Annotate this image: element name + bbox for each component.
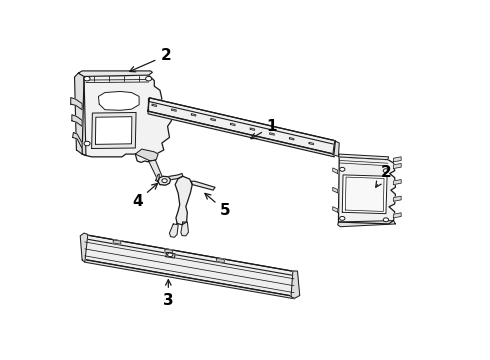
Text: 1: 1 — [251, 119, 277, 139]
Polygon shape — [345, 177, 384, 211]
Polygon shape — [290, 138, 294, 140]
Polygon shape — [84, 260, 294, 299]
Polygon shape — [84, 235, 297, 275]
Polygon shape — [96, 117, 132, 144]
Polygon shape — [338, 221, 395, 227]
Polygon shape — [152, 104, 157, 107]
Polygon shape — [333, 168, 338, 174]
Circle shape — [146, 76, 151, 81]
Polygon shape — [98, 91, 139, 110]
Polygon shape — [175, 176, 192, 225]
Polygon shape — [73, 132, 82, 149]
Polygon shape — [72, 115, 82, 126]
Polygon shape — [393, 180, 401, 185]
Circle shape — [340, 216, 345, 220]
Text: 4: 4 — [132, 184, 158, 209]
Polygon shape — [342, 175, 387, 214]
Polygon shape — [172, 109, 176, 111]
Polygon shape — [333, 187, 338, 193]
Polygon shape — [148, 111, 334, 157]
Polygon shape — [80, 233, 88, 262]
Polygon shape — [393, 163, 401, 168]
Polygon shape — [148, 98, 336, 154]
Polygon shape — [135, 149, 158, 161]
Circle shape — [340, 167, 345, 171]
Polygon shape — [148, 98, 336, 144]
Polygon shape — [92, 112, 136, 149]
Polygon shape — [191, 114, 196, 116]
Polygon shape — [84, 235, 297, 296]
Polygon shape — [339, 157, 395, 224]
Polygon shape — [155, 174, 183, 182]
Polygon shape — [250, 128, 255, 130]
Polygon shape — [170, 224, 178, 237]
Polygon shape — [158, 176, 171, 185]
Polygon shape — [181, 222, 189, 236]
Text: 2: 2 — [376, 165, 392, 187]
Text: 2: 2 — [130, 48, 171, 72]
Polygon shape — [339, 154, 389, 159]
Polygon shape — [393, 157, 401, 162]
Polygon shape — [78, 71, 152, 76]
Polygon shape — [291, 271, 300, 298]
Polygon shape — [113, 240, 121, 244]
Circle shape — [168, 253, 173, 257]
Polygon shape — [166, 252, 175, 258]
Polygon shape — [165, 249, 172, 253]
Polygon shape — [333, 141, 339, 156]
Polygon shape — [309, 142, 314, 145]
Text: 5: 5 — [205, 193, 231, 219]
Text: 3: 3 — [163, 280, 173, 308]
Polygon shape — [333, 207, 338, 212]
Polygon shape — [217, 258, 224, 262]
Circle shape — [162, 179, 167, 183]
Circle shape — [383, 218, 389, 222]
Polygon shape — [148, 160, 166, 185]
Polygon shape — [393, 213, 401, 218]
Polygon shape — [191, 181, 215, 190]
Polygon shape — [230, 123, 235, 126]
Polygon shape — [71, 98, 82, 110]
Polygon shape — [211, 118, 216, 121]
Polygon shape — [156, 174, 159, 182]
Polygon shape — [74, 73, 86, 156]
Polygon shape — [82, 75, 172, 162]
Polygon shape — [270, 133, 274, 135]
Circle shape — [383, 169, 389, 173]
Polygon shape — [393, 196, 401, 201]
Circle shape — [84, 141, 90, 146]
Circle shape — [84, 76, 90, 81]
